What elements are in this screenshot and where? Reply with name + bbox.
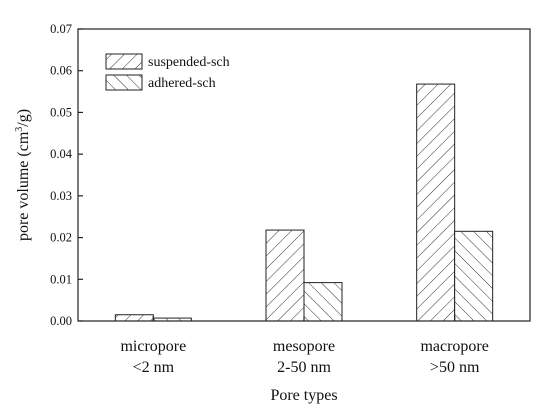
bars-layer <box>114 83 494 322</box>
bar-suspended-sch <box>265 229 305 322</box>
y-tick-label: 0.07 <box>50 22 72 36</box>
y-tick-label: 0.04 <box>50 147 73 161</box>
category-label: mesopore <box>273 338 335 355</box>
bar-suspended-sch <box>114 314 154 322</box>
category-sublabel: >50 nm <box>430 359 480 376</box>
legend-label: suspended-sch <box>148 55 230 70</box>
y-tick-label: 0.01 <box>50 272 72 286</box>
x-axis-title: Pore types <box>270 387 337 404</box>
category-sublabel: <2 nm <box>133 359 175 376</box>
bar-adhered-sch <box>454 230 494 322</box>
y-tick-label: 0.00 <box>50 314 72 328</box>
x-axis: micropore <2 nm mesopore 2-50 nm macropore >5… <box>120 316 489 376</box>
legend-swatch <box>105 74 143 91</box>
y-tick-label: 0.05 <box>50 105 72 119</box>
category-label: micropore <box>120 338 186 355</box>
legend-swatch <box>105 53 143 70</box>
category-sublabel: 2-50 nm <box>277 359 331 376</box>
category-label: macropore <box>420 338 488 355</box>
y-tick-label: 0.06 <box>50 64 72 78</box>
legend-label: adhered-sch <box>148 76 216 91</box>
y-axis-title-superscript: 3 <box>14 127 25 132</box>
y-axis: 0.00 0.01 0.02 0.03 0.04 0.05 0.06 0.07 <box>50 22 83 328</box>
y-axis-title-main: pore volume (cm <box>15 131 32 241</box>
bar-adhered-sch <box>303 282 343 322</box>
y-tick-label: 0.03 <box>50 189 72 203</box>
y-axis-title: pore volume (cm3/g) <box>14 109 32 241</box>
y-tick-label: 0.02 <box>50 231 72 245</box>
bar-suspended-sch <box>416 83 456 322</box>
y-axis-title-tail: /g) <box>15 109 32 127</box>
legend: suspended-sch adhered-sch <box>105 53 230 91</box>
